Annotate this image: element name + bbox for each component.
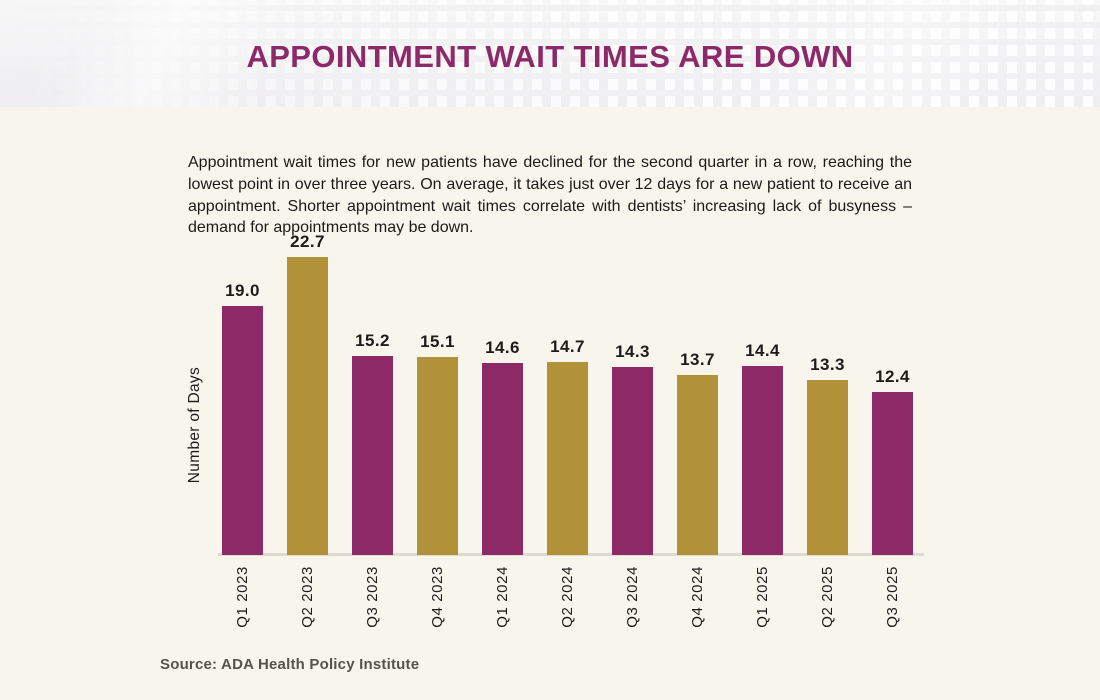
x-axis-ticks: Q1 2023 Q2 2023 Q3 2023 Q4 2023 Q1 2024 Q2 20…: [222, 566, 913, 628]
x-tick-label: Q4 2024: [689, 566, 706, 628]
x-tick-label: Q2 2024: [559, 566, 576, 628]
bar-q1-2024: 14.6: [482, 338, 523, 555]
bar-value-label: 22.7: [290, 232, 325, 251]
x-tick: Q1 2023: [222, 566, 263, 628]
bar-value-label: 15.1: [420, 331, 455, 351]
x-tick: Q4 2024: [677, 566, 718, 628]
x-tick: Q1 2025: [742, 566, 783, 628]
x-tick-label: Q1 2023: [234, 566, 251, 628]
bar-q2-2023: 22.7: [287, 232, 328, 555]
bar-q3-2023: 15.2: [352, 331, 393, 555]
y-axis-label: Number of Days: [186, 367, 203, 484]
x-tick: Q3 2024: [612, 566, 653, 628]
bar-q3-2025: 12.4: [872, 367, 913, 555]
x-tick-label: Q2 2023: [299, 566, 316, 628]
bar-value-label: 15.2: [355, 330, 390, 350]
page-title: APPOINTMENT WAIT TIMES ARE DOWN: [246, 38, 854, 74]
bars: 19.0 22.7 15.2 15.1 14.6 14.7 14.3 13.7 14.4 13.3…: [222, 232, 913, 555]
bar-q4-2023: 15.1: [417, 332, 458, 555]
bar-q1-2025: 14.4: [742, 341, 783, 555]
x-tick-label: Q2 2025: [819, 566, 836, 628]
bar-value-label: 14.6: [485, 338, 520, 358]
x-tick: Q2 2023: [287, 566, 328, 628]
intro-paragraph: Appointment wait times for new patients …: [188, 154, 912, 237]
x-tick-label: Q1 2024: [494, 566, 511, 628]
bar-value-label: 13.3: [810, 355, 845, 375]
x-tick: Q4 2023: [417, 566, 458, 628]
bar-value-label: 14.4: [745, 341, 780, 360]
x-tick: Q1 2024: [482, 566, 523, 628]
x-tick-label: Q1 2025: [754, 566, 771, 628]
bar-value-label: 12.4: [875, 367, 910, 387]
x-tick-label: Q3 2024: [624, 566, 641, 628]
header-banner: APPOINTMENT WAIT TIMES ARE DOWN: [0, 0, 1100, 107]
x-tick-label: Q4 2023: [429, 566, 446, 628]
x-tick: Q3 2025: [872, 566, 913, 628]
bar-q2-2024: 14.7: [547, 337, 588, 555]
header-diagonal-sheen: [0, 0, 1100, 107]
x-tick: Q2 2025: [807, 566, 848, 628]
bar-value-label: 14.7: [550, 337, 585, 356]
bar-q2-2025: 13.3: [807, 355, 848, 555]
bar-q1-2023: 19.0: [222, 281, 263, 555]
bar-value-label: 19.0: [225, 280, 260, 300]
x-tick-label: Q3 2023: [364, 566, 381, 628]
bar-q3-2024: 14.3: [612, 342, 653, 555]
bar-value-label: 13.7: [680, 350, 715, 370]
x-tick-label: Q3 2025: [884, 566, 901, 628]
x-tick: Q3 2023: [352, 566, 393, 628]
bar-q4-2024: 13.7: [677, 350, 718, 555]
x-tick: Q2 2024: [547, 566, 588, 628]
bar-value-label: 14.3: [615, 342, 650, 362]
source-attribution: Source: ADA Health Policy Institute: [160, 656, 420, 673]
